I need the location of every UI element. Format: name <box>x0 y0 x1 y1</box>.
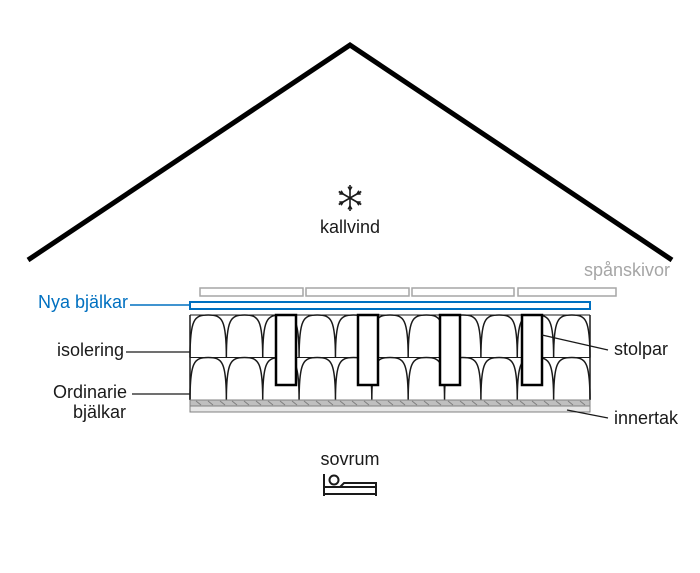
attic-label: kallvind <box>320 217 380 237</box>
stolpar-label: stolpar <box>614 339 668 359</box>
stolpe <box>276 315 296 385</box>
snowflake-icon <box>339 185 362 211</box>
nya-bjalkar-label: Nya bjälkar <box>38 292 128 312</box>
ordinarie-label-line1: Ordinarie <box>53 382 127 402</box>
spanskiva-segment <box>412 288 514 296</box>
innertak-label: innertak <box>614 408 679 428</box>
innertak-bottom <box>190 406 590 412</box>
spanskiva-segment <box>200 288 303 296</box>
sovrum-label: sovrum <box>320 449 379 469</box>
stolpe <box>440 315 460 385</box>
spanskiva-segment <box>306 288 409 296</box>
spanskiva-segment <box>518 288 616 296</box>
stolpe <box>358 315 378 385</box>
spanskivor-label: spånskivor <box>584 260 670 280</box>
bed-icon <box>324 474 376 496</box>
stolpar-leader <box>542 335 608 350</box>
stolpe <box>522 315 542 385</box>
isolering-label: isolering <box>57 340 124 360</box>
ordinarie-label-line2: bjälkar <box>73 402 126 422</box>
nya-bjalkar-beam <box>190 302 590 309</box>
